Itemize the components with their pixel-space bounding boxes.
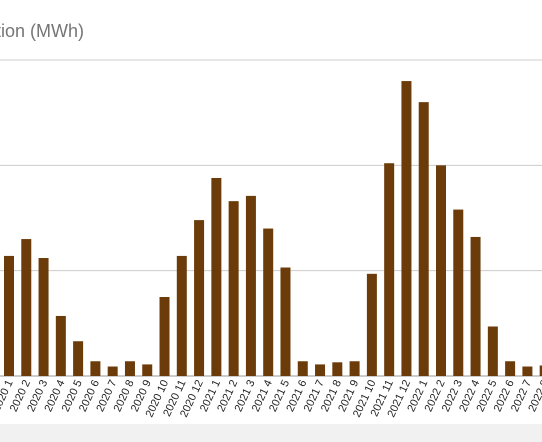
bar <box>55 315 66 376</box>
bar <box>124 361 135 376</box>
bar <box>73 341 84 376</box>
bar <box>142 364 153 376</box>
bar <box>487 326 498 376</box>
bar <box>401 81 412 377</box>
bar <box>297 361 308 376</box>
bar <box>349 361 360 376</box>
bar <box>211 177 222 376</box>
bar <box>228 201 239 376</box>
bar <box>4 255 14 376</box>
bar <box>453 209 464 376</box>
bar <box>21 239 32 376</box>
bars <box>4 81 542 377</box>
bar <box>263 228 274 376</box>
bar <box>470 236 481 376</box>
bar <box>366 273 377 376</box>
bar <box>418 102 429 376</box>
bar <box>194 220 205 376</box>
bottom-band <box>0 424 542 442</box>
bar <box>159 297 170 376</box>
bar <box>90 361 101 376</box>
bar <box>522 366 533 376</box>
bar <box>505 361 516 376</box>
bar <box>280 267 291 376</box>
chart-title: tion (MWh) <box>0 21 84 41</box>
bar <box>436 165 446 376</box>
bar <box>332 362 343 376</box>
bar <box>107 366 118 376</box>
bar <box>245 195 256 376</box>
bar <box>539 365 542 376</box>
bar <box>176 255 187 376</box>
bar <box>384 163 395 376</box>
bar <box>315 364 326 376</box>
bar <box>38 258 49 376</box>
